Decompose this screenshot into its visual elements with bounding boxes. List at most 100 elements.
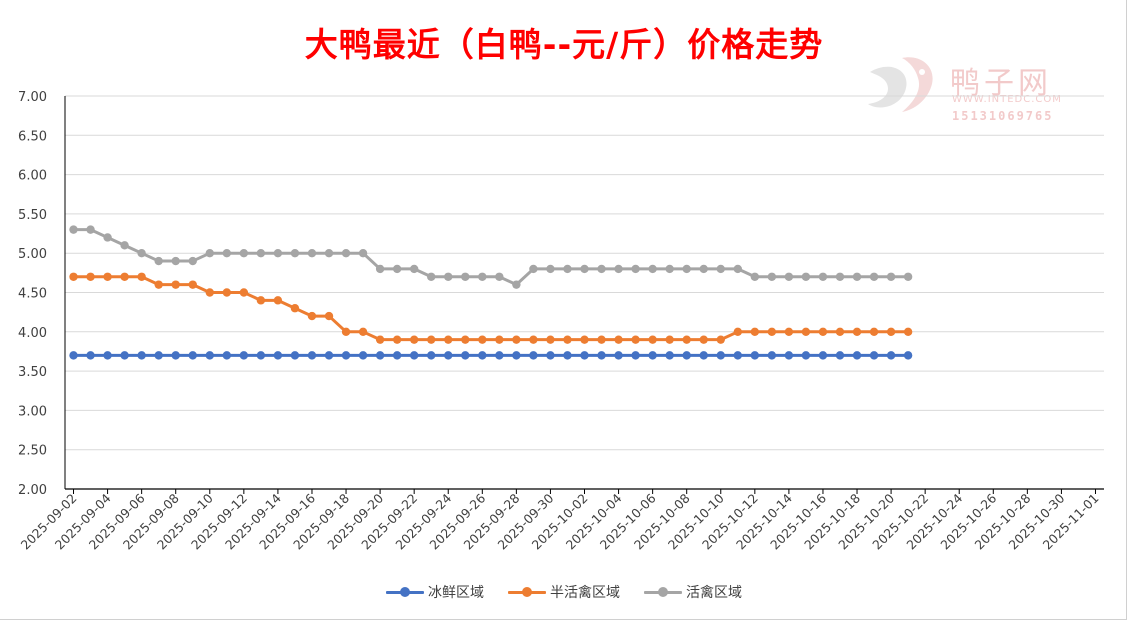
data-point bbox=[171, 280, 180, 289]
data-point bbox=[495, 272, 504, 281]
data-point bbox=[767, 327, 777, 336]
data-point bbox=[784, 272, 794, 281]
data-point bbox=[427, 351, 436, 360]
data-point bbox=[699, 335, 708, 344]
data-point bbox=[324, 249, 334, 258]
data-point bbox=[341, 327, 351, 336]
data-point bbox=[631, 335, 640, 344]
data-point bbox=[886, 272, 896, 281]
legend-item: 半活禽区域 bbox=[508, 582, 620, 602]
data-point bbox=[375, 351, 385, 360]
legend-swatch bbox=[386, 582, 424, 602]
data-point bbox=[427, 335, 436, 344]
data-point bbox=[495, 335, 504, 344]
data-point bbox=[563, 264, 572, 274]
data-point bbox=[495, 351, 504, 360]
y-tick-label: 4.00 bbox=[18, 326, 47, 341]
y-tick-label: 2.50 bbox=[18, 444, 47, 459]
data-point bbox=[818, 327, 828, 336]
data-point bbox=[205, 351, 214, 360]
data-point bbox=[682, 335, 691, 344]
data-point bbox=[852, 327, 862, 336]
y-tick-label: 3.50 bbox=[18, 365, 47, 380]
data-point bbox=[461, 272, 470, 281]
data-point bbox=[188, 256, 197, 266]
data-point bbox=[290, 304, 300, 313]
data-point bbox=[529, 264, 538, 274]
data-point bbox=[886, 351, 896, 360]
data-point bbox=[750, 351, 760, 360]
data-point bbox=[341, 351, 351, 360]
legend-swatch bbox=[508, 582, 546, 602]
data-point bbox=[699, 351, 708, 360]
watermark-name: 鸭子网 bbox=[950, 66, 1052, 101]
data-point bbox=[205, 249, 214, 258]
data-point bbox=[478, 272, 487, 281]
data-point bbox=[852, 272, 862, 281]
data-point bbox=[665, 351, 674, 360]
legend-label: 活禽区域 bbox=[686, 585, 742, 601]
y-tick-label: 5.50 bbox=[18, 208, 47, 223]
data-point bbox=[120, 272, 129, 281]
data-point bbox=[154, 351, 163, 360]
data-point bbox=[86, 225, 95, 234]
series-2 bbox=[69, 272, 913, 344]
data-point bbox=[835, 272, 845, 281]
data-point bbox=[716, 264, 725, 274]
data-point bbox=[239, 249, 249, 258]
data-point bbox=[546, 351, 555, 360]
data-point bbox=[767, 351, 777, 360]
series-line bbox=[73, 228, 909, 287]
data-point bbox=[546, 264, 555, 274]
data-point bbox=[103, 233, 112, 242]
data-point bbox=[188, 280, 197, 289]
data-point bbox=[478, 351, 487, 360]
data-point bbox=[682, 351, 691, 360]
data-point bbox=[171, 256, 180, 266]
data-point bbox=[103, 351, 112, 360]
data-point bbox=[512, 351, 521, 360]
data-point bbox=[154, 256, 163, 266]
data-point bbox=[69, 225, 78, 234]
data-point bbox=[120, 351, 129, 360]
data-point bbox=[716, 351, 725, 360]
data-point bbox=[614, 335, 623, 344]
data-point bbox=[307, 351, 317, 360]
y-tick-label: 7.00 bbox=[18, 90, 47, 105]
legend-label: 冰鲜区域 bbox=[428, 585, 484, 601]
data-point bbox=[461, 335, 470, 344]
data-point bbox=[69, 351, 78, 360]
data-point bbox=[682, 264, 691, 274]
data-point bbox=[256, 296, 266, 305]
legend-swatch bbox=[644, 582, 682, 602]
data-point bbox=[341, 249, 351, 258]
data-point bbox=[307, 249, 317, 258]
y-tick-label: 2.00 bbox=[18, 483, 47, 498]
data-point bbox=[375, 264, 385, 274]
data-point bbox=[665, 264, 674, 274]
data-point bbox=[750, 272, 760, 281]
legend-item: 冰鲜区域 bbox=[386, 582, 484, 602]
data-point bbox=[137, 272, 146, 281]
data-point bbox=[716, 335, 725, 344]
data-point bbox=[392, 351, 402, 360]
data-point bbox=[631, 264, 640, 274]
data-point bbox=[648, 335, 657, 344]
data-point bbox=[137, 351, 146, 360]
data-point bbox=[835, 351, 845, 360]
data-point bbox=[631, 351, 640, 360]
data-point bbox=[307, 311, 317, 321]
data-point bbox=[665, 335, 674, 344]
y-tick-label: 6.50 bbox=[18, 129, 47, 144]
data-point bbox=[137, 249, 146, 258]
data-point bbox=[222, 288, 232, 297]
data-point bbox=[614, 351, 623, 360]
data-point bbox=[120, 241, 129, 250]
data-point bbox=[767, 272, 777, 281]
data-point bbox=[546, 335, 555, 344]
chart-legend: 冰鲜区域 半活禽区域 活禽区域 bbox=[0, 582, 1128, 602]
data-point bbox=[801, 327, 811, 336]
data-point bbox=[375, 335, 385, 344]
data-point bbox=[869, 327, 879, 336]
data-point bbox=[273, 249, 283, 258]
